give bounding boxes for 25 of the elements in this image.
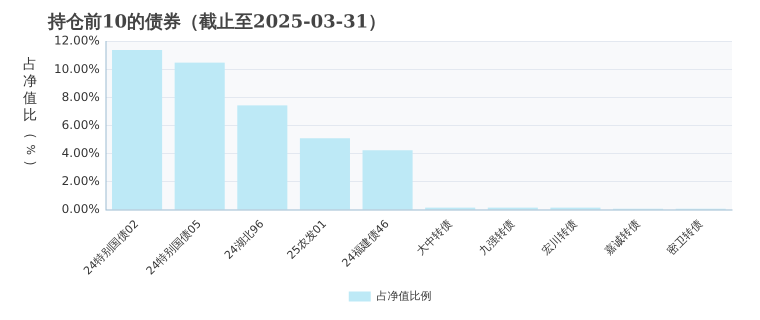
x-tick-label: 宏川转债 [539, 217, 580, 258]
bar [237, 105, 288, 210]
chart-title: 持仓前10的债券（截止至2025-03-31） [47, 11, 386, 32]
x-tick-label: 24特别国债05 [144, 217, 204, 278]
x-tick-label: 大中转债 [414, 217, 454, 258]
x-tick-label: 24福建债46 [339, 217, 392, 270]
y-tick-label: 8.00% [62, 90, 100, 104]
y-tick-label: 10.00% [54, 62, 100, 76]
bar [112, 50, 162, 210]
x-tick-label: 九强转债 [476, 217, 517, 258]
y-axis-title: 占净值比（%） [22, 56, 38, 174]
x-tick-label: 嘉诚转债 [602, 217, 642, 258]
bar [362, 150, 413, 210]
y-tick-label: 2.00% [62, 174, 100, 188]
x-tick-label: 密卫转债 [664, 217, 705, 258]
y-tick-label: 6.00% [62, 118, 100, 132]
y-tick-label: 12.00% [54, 34, 100, 48]
bar [174, 62, 225, 210]
bar [300, 138, 350, 210]
x-tick-label: 24特别国债02 [81, 217, 142, 278]
y-tick-label: 0.00% [62, 202, 100, 216]
x-tick-label: 24湖北96 [222, 217, 266, 262]
y-tick-label: 4.00% [62, 146, 100, 160]
legend-label: 占净值比例 [376, 289, 432, 302]
x-tick-label: 25农发01 [284, 217, 330, 262]
